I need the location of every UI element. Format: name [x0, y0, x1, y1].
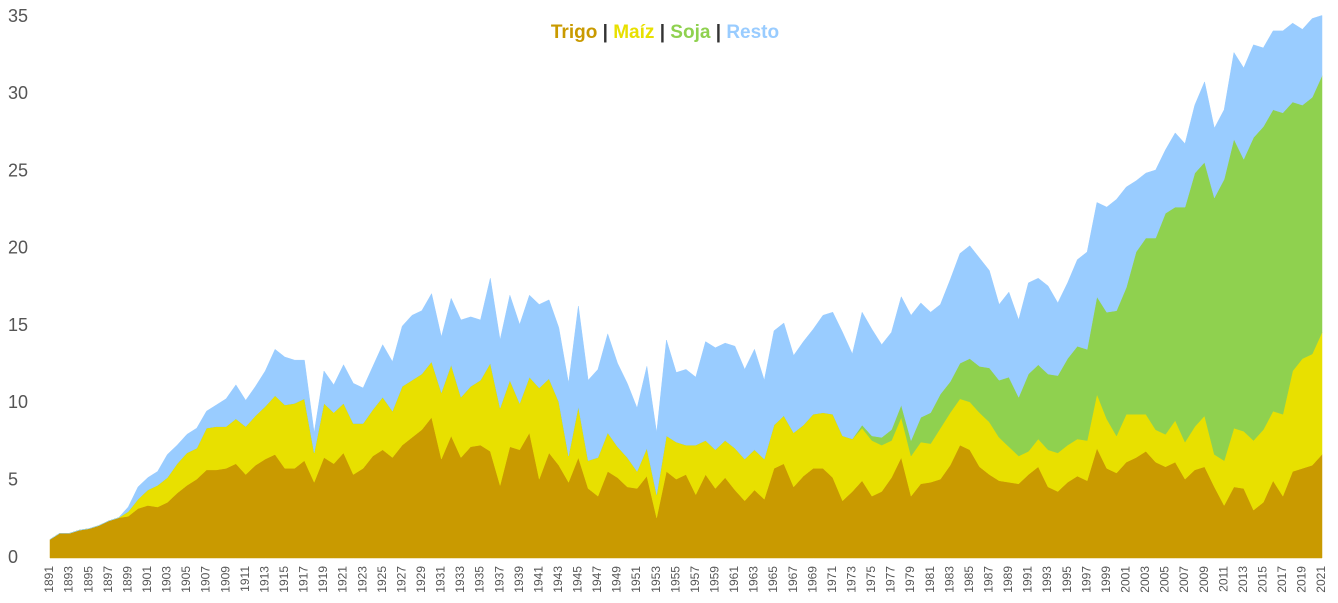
x-tick-label: 1999 [1099, 566, 1113, 593]
y-tick-label: 25 [8, 160, 28, 180]
x-tick-label: 2011 [1216, 566, 1230, 592]
x-tick-label: 1961 [727, 566, 741, 593]
x-tick-label: 2001 [1118, 566, 1132, 593]
x-tick-label: 1979 [903, 566, 917, 593]
x-tick-label: 1929 [414, 566, 428, 593]
x-tick-label: 1989 [1001, 566, 1015, 593]
x-tick-label: 2013 [1236, 566, 1250, 593]
x-tick-label: 1937 [492, 566, 506, 593]
x-tick-label: 1967 [786, 566, 800, 593]
x-tick-label: 1927 [394, 566, 408, 593]
x-tick-label: 1941 [531, 566, 545, 593]
x-tick-label: 1939 [512, 566, 526, 593]
x-tick-label: 1963 [747, 566, 761, 593]
x-tick-label: 1953 [649, 566, 663, 593]
x-tick-label: 1959 [708, 566, 722, 593]
x-tick-label: 2007 [1177, 566, 1191, 593]
x-tick-label: 1919 [316, 566, 330, 593]
x-tick-label: 1945 [571, 566, 585, 593]
legend-separator: | [603, 22, 608, 43]
x-tick-label: 1949 [610, 566, 624, 593]
x-tick-label: 2003 [1138, 566, 1152, 593]
x-tick-label: 1969 [805, 566, 819, 593]
y-tick-label: 35 [8, 6, 28, 26]
x-tick-label: 1925 [375, 566, 389, 593]
x-tick-label: 1935 [473, 566, 487, 593]
y-tick-label: 0 [8, 547, 18, 567]
y-tick-label: 10 [8, 392, 28, 412]
x-tick-label: 1923 [355, 566, 369, 593]
x-tick-label: 1983 [942, 566, 956, 593]
x-tick-label: 1985 [962, 566, 976, 593]
legend-separator: | [660, 22, 665, 43]
x-tick-label: 1921 [336, 566, 350, 593]
y-tick-label: 30 [8, 83, 28, 103]
legend: Trigo | Maíz | Soja | Resto [551, 22, 779, 43]
x-tick-label: 1907 [199, 566, 213, 593]
x-tick-label: 1947 [590, 566, 604, 593]
x-tick-label: 1931 [434, 566, 448, 593]
x-tick-label: 1899 [120, 566, 134, 593]
y-tick-label: 5 [8, 469, 18, 489]
x-tick-label: 1901 [140, 566, 154, 593]
x-tick-label: 1981 [923, 566, 937, 593]
legend-entry: Maíz [613, 22, 654, 43]
y-tick-label: 15 [8, 315, 28, 335]
x-tick-label: 1897 [101, 566, 115, 593]
y-tick-label: 20 [8, 238, 28, 258]
x-tick-label: 1893 [62, 566, 76, 593]
x-tick-label: 1971 [825, 566, 839, 593]
x-tick-label: 2021 [1314, 566, 1328, 593]
x-tick-label: 1965 [766, 566, 780, 593]
legend-entry: Soja [670, 22, 711, 43]
area [49, 15, 1323, 540]
x-tick-label: 1903 [160, 566, 174, 593]
x-tick-label: 1951 [629, 566, 643, 593]
legend-entry: Resto [726, 22, 779, 43]
x-tick-label: 1891 [42, 566, 56, 593]
legend-entry: Trigo [551, 22, 597, 43]
x-tick-label: 1993 [1040, 566, 1054, 593]
x-tick-label: 1943 [551, 566, 565, 593]
x-tick-label: 1991 [1021, 566, 1035, 593]
x-tick-label: 1987 [981, 566, 995, 593]
x-tick-label: 1933 [453, 566, 467, 593]
x-tick-label: 2009 [1197, 566, 1211, 593]
x-tick-label: 1973 [845, 566, 859, 593]
x-tick-label: 2005 [1158, 566, 1172, 593]
x-tick-label: 1913 [257, 566, 271, 593]
x-tick-label: 1995 [1060, 566, 1074, 593]
x-tick-label: 1917 [297, 566, 311, 593]
x-tick-label: 2015 [1255, 566, 1269, 593]
x-tick-label: 1911 [238, 566, 252, 592]
x-tick-label: 1915 [277, 566, 291, 593]
x-tick-label: 1905 [179, 566, 193, 593]
x-tick-label: 1909 [218, 566, 232, 593]
legend-separator: | [716, 22, 721, 43]
x-tick-label: 1997 [1079, 566, 1093, 593]
x-tick-label: 2017 [1275, 566, 1289, 593]
x-tick-label: 1957 [688, 566, 702, 593]
x-tick-label: 1955 [668, 566, 682, 593]
x-tick-label: 1975 [864, 566, 878, 593]
x-tick-label: 2019 [1295, 566, 1309, 593]
areas [49, 15, 1323, 559]
x-tick-label: 1977 [884, 566, 898, 593]
x-tick-label: 1895 [81, 566, 95, 593]
